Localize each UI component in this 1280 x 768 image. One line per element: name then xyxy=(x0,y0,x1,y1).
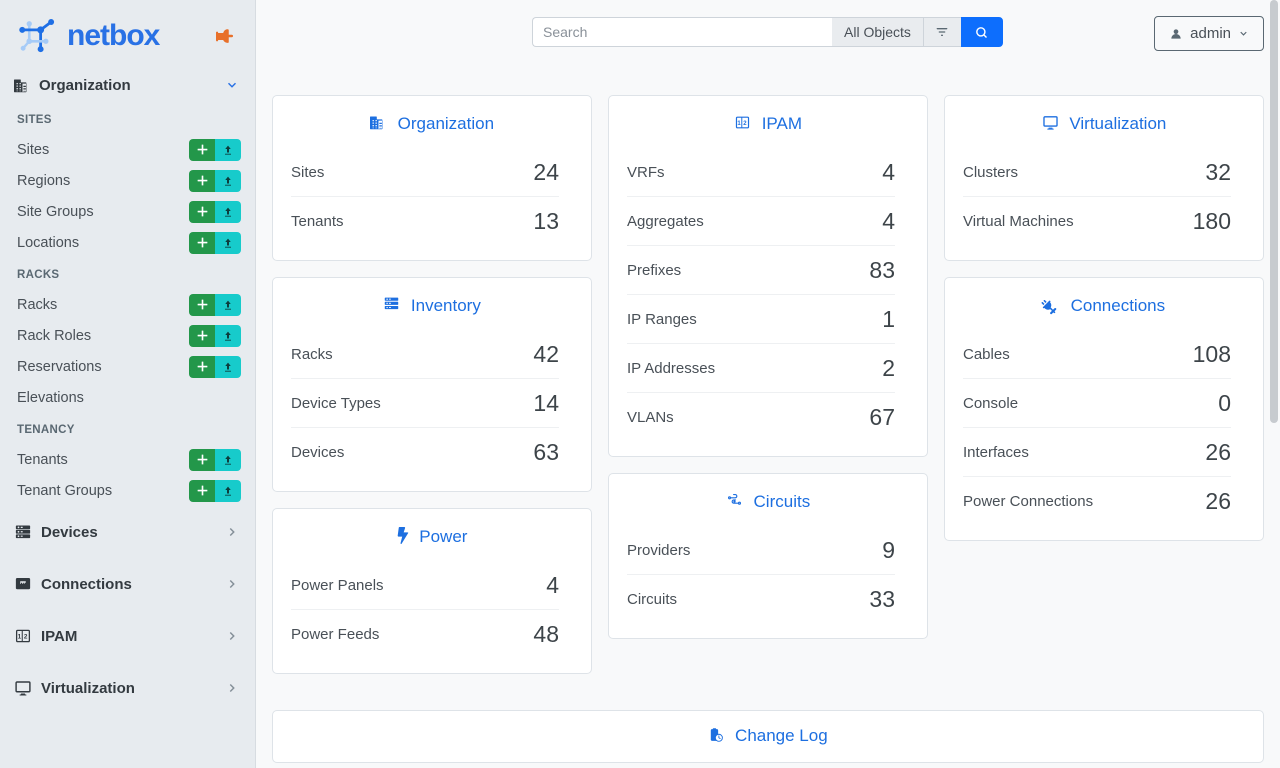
svg-text:1: 1 xyxy=(737,121,741,127)
svg-text:1: 1 xyxy=(18,634,22,641)
svg-text:2: 2 xyxy=(743,121,747,127)
svg-text:2: 2 xyxy=(24,634,28,641)
